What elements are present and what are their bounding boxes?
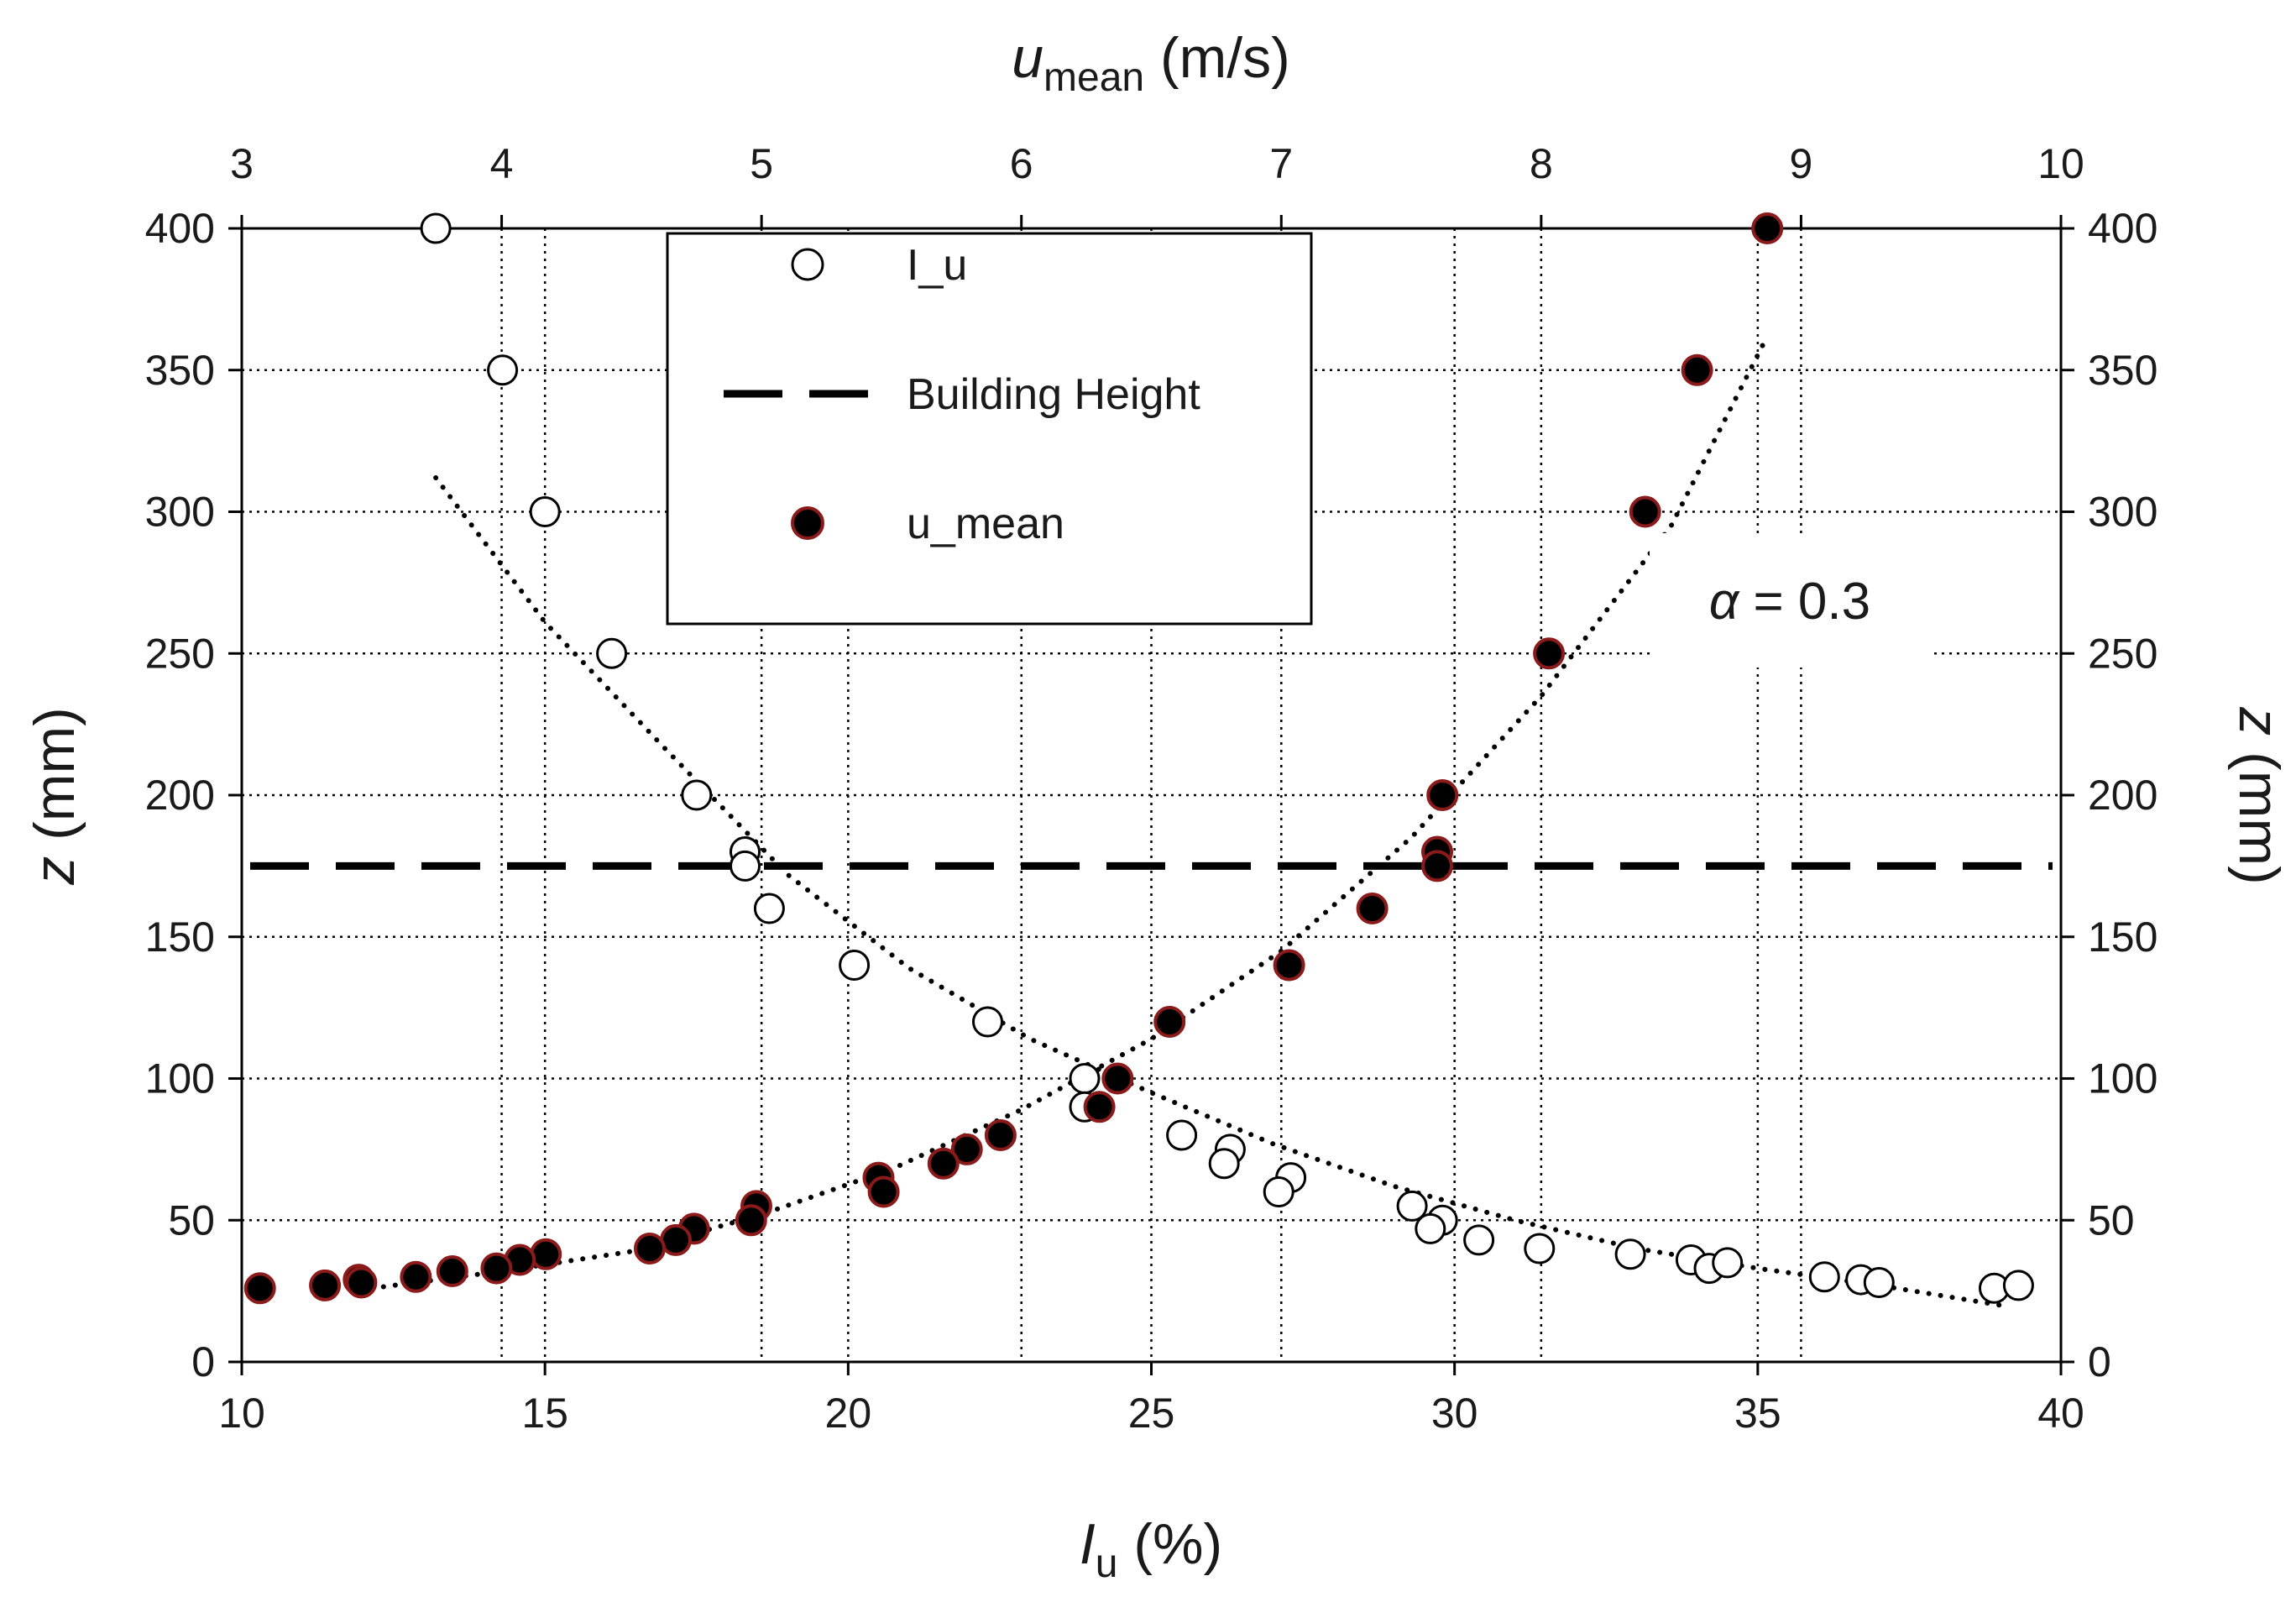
iu-point bbox=[730, 850, 761, 882]
u-mean-point bbox=[984, 1119, 1017, 1151]
u-mean-point bbox=[1153, 1006, 1186, 1038]
u-mean-point bbox=[243, 1272, 276, 1305]
top-axis-title: umean (m/s) bbox=[1012, 26, 1290, 100]
iu-point bbox=[1712, 1247, 1744, 1279]
u-mean-point bbox=[309, 1269, 342, 1301]
top-tick-label: 7 bbox=[1269, 140, 1293, 187]
u-mean-point bbox=[1083, 1091, 1116, 1123]
u-mean-point bbox=[867, 1175, 900, 1208]
top-tick-label: 3 bbox=[230, 140, 254, 187]
right-tick-label: 200 bbox=[2088, 772, 2157, 819]
bottom-tick-label: 20 bbox=[825, 1390, 872, 1437]
right-tick-label: 350 bbox=[2088, 347, 2157, 394]
bottom-tick-label: 35 bbox=[1734, 1390, 1781, 1437]
u-mean-point bbox=[1533, 637, 1566, 670]
trendlines bbox=[369, 333, 2003, 1308]
top-tick-label: 5 bbox=[750, 140, 773, 187]
iu-point bbox=[972, 1006, 1003, 1038]
u-mean-point bbox=[400, 1260, 432, 1293]
top-tick-label: 9 bbox=[1790, 140, 1813, 187]
u-mean-point bbox=[1356, 893, 1389, 924]
legend: I_u Building Height u_mean bbox=[666, 232, 1313, 626]
iu-point bbox=[1166, 1119, 1198, 1151]
u-mean-point bbox=[530, 1238, 562, 1270]
bottom-tick-label: 10 bbox=[218, 1390, 265, 1437]
u-mean-point bbox=[1421, 850, 1453, 882]
top-tick-label: 4 bbox=[490, 140, 514, 187]
u-mean-point bbox=[1751, 212, 1784, 244]
right-axis-title: z (mm) bbox=[2227, 706, 2291, 884]
right-tick-label: 100 bbox=[2088, 1055, 2157, 1102]
left-tick-label: 0 bbox=[191, 1338, 215, 1385]
iu-point bbox=[1263, 1176, 1294, 1207]
top-tick-label: 6 bbox=[1010, 140, 1033, 187]
bottom-tick-label: 15 bbox=[521, 1390, 568, 1437]
right-tick-label: 150 bbox=[2088, 914, 2157, 961]
tick-labels: 0 0 50 50 100 100 150 150 200 200 250 250 300 300 350 3… bbox=[145, 140, 2158, 1437]
trendline-u-mean bbox=[369, 333, 1770, 1291]
legend-label-building: Building Height bbox=[907, 370, 1200, 419]
u-mean-point bbox=[1629, 495, 1661, 528]
right-tick-label: 400 bbox=[2088, 205, 2157, 252]
iu-point bbox=[529, 496, 561, 527]
bottom-tick-label: 25 bbox=[1128, 1390, 1175, 1437]
u-mean-point bbox=[436, 1255, 468, 1287]
iu-point bbox=[1463, 1224, 1495, 1256]
left-tick-label: 300 bbox=[145, 489, 215, 536]
iu-point bbox=[1208, 1148, 1240, 1180]
left-tick-label: 400 bbox=[145, 205, 215, 252]
iu-point bbox=[1863, 1267, 1895, 1298]
u-mean-point bbox=[1101, 1062, 1134, 1095]
iu-point bbox=[1415, 1212, 1446, 1244]
bottom-axis-title: Iu (%) bbox=[1080, 1512, 1222, 1586]
alpha-annotation: α = 0.3 bbox=[1709, 573, 1870, 631]
u-mean-point bbox=[634, 1233, 666, 1265]
iu-point bbox=[1614, 1238, 1646, 1270]
bottom-tick-label: 40 bbox=[2037, 1390, 2084, 1437]
top-tick-label: 8 bbox=[1530, 140, 1553, 187]
u-mean-point bbox=[735, 1204, 767, 1237]
bottom-tick-label: 30 bbox=[1431, 1390, 1478, 1437]
legend-marker-iu bbox=[791, 248, 824, 281]
iu-point bbox=[1396, 1190, 1428, 1222]
left-tick-label: 100 bbox=[145, 1055, 215, 1102]
u-mean-point bbox=[950, 1133, 983, 1165]
iu-point bbox=[2002, 1270, 2034, 1301]
u-mean-point bbox=[345, 1266, 378, 1299]
iu-point bbox=[596, 637, 628, 669]
legend-box bbox=[666, 232, 1313, 626]
u-mean-point bbox=[1681, 353, 1713, 386]
iu-point bbox=[1808, 1261, 1840, 1293]
iu-point bbox=[420, 212, 452, 244]
u-mean-point bbox=[660, 1223, 692, 1256]
u-mean-point bbox=[1273, 949, 1305, 982]
data-points bbox=[243, 212, 2034, 1305]
iu-point bbox=[1069, 1063, 1101, 1094]
right-tick-label: 250 bbox=[2088, 630, 2157, 677]
iu-point bbox=[681, 779, 713, 811]
iu-point bbox=[753, 893, 785, 924]
annotation-background bbox=[1650, 533, 1931, 668]
left-tick-label: 50 bbox=[168, 1196, 215, 1244]
right-tick-label: 0 bbox=[2088, 1338, 2111, 1385]
left-tick-label: 150 bbox=[145, 914, 215, 961]
right-tick-label: 300 bbox=[2088, 489, 2157, 536]
iu-point bbox=[487, 354, 519, 386]
top-tick-label: 10 bbox=[2037, 140, 2084, 187]
u-mean-point bbox=[1426, 779, 1459, 811]
legend-label-iu: I_u bbox=[907, 241, 967, 290]
iu-point bbox=[839, 950, 871, 981]
u-mean-point bbox=[480, 1252, 513, 1285]
left-tick-label: 350 bbox=[145, 347, 215, 394]
legend-marker-umean bbox=[791, 506, 824, 540]
iu-point bbox=[1524, 1233, 1556, 1265]
left-axis-title: z (mm) bbox=[23, 707, 86, 885]
left-tick-label: 200 bbox=[145, 772, 215, 819]
right-tick-label: 50 bbox=[2088, 1196, 2135, 1244]
legend-label-umean: u_mean bbox=[907, 500, 1064, 548]
u-mean-point bbox=[927, 1147, 960, 1180]
left-tick-label: 250 bbox=[145, 630, 215, 677]
